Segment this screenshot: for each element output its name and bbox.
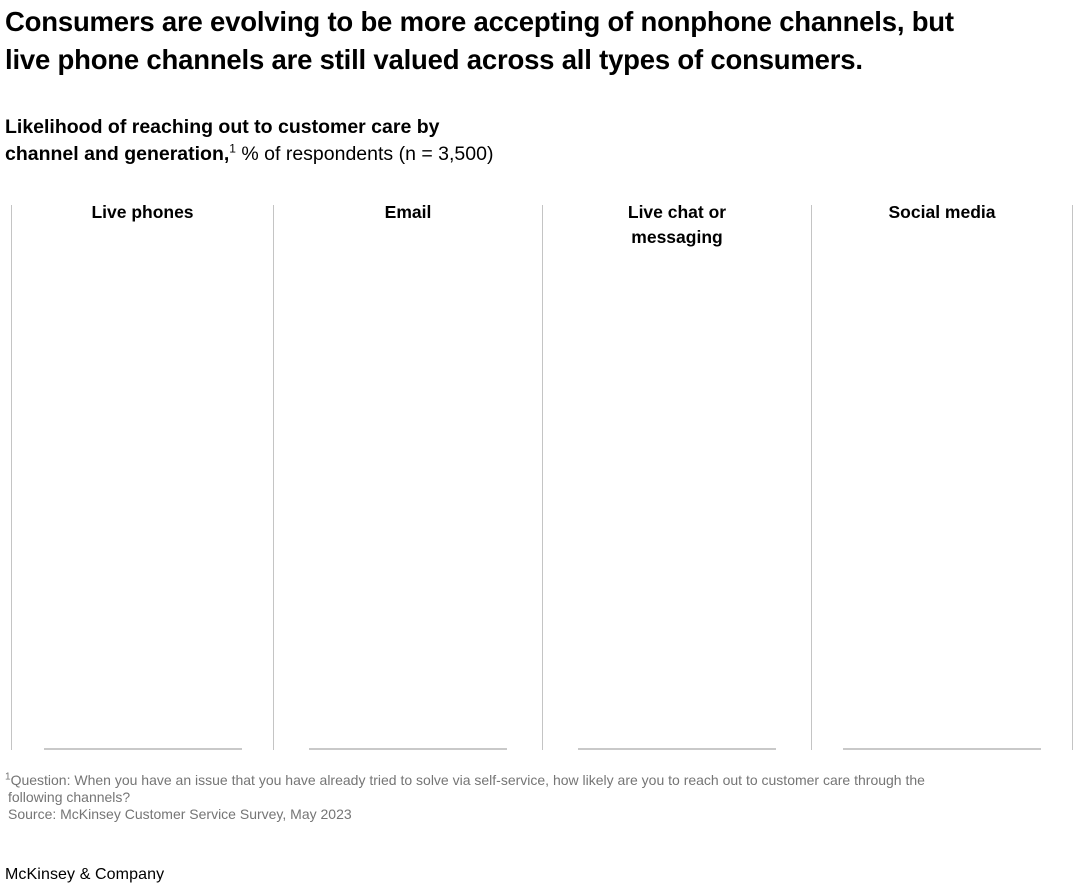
chart-subtitle: Likelihood of reaching out to customer c… (5, 114, 493, 168)
page-title-line1: Consumers are evolving to be more accept… (5, 6, 954, 37)
mckinsey-logo: McKinsey & Company (5, 866, 165, 883)
footnote: 1Question: When you have an issue that y… (5, 772, 925, 823)
footnote-marker: 1 (5, 771, 11, 783)
panel-label: Live chat or messaging (627, 202, 727, 247)
chart-subtitle-bold: channel and generation, (5, 143, 230, 165)
chart-panel-live-phones: Live phones (11, 202, 273, 750)
chart-subtitle-line2: channel and generation,1 % of respondent… (5, 141, 493, 168)
footnote-line2: following channels? (8, 789, 131, 805)
footnote-line1: 1Question: When you have an issue that y… (5, 772, 925, 789)
x-axis-baseline (843, 748, 1041, 750)
footnote-source: Source: McKinsey Customer Service Survey… (8, 806, 352, 822)
panel-label: Social media (888, 202, 996, 222)
x-axis-baseline (309, 748, 507, 750)
chart-panel-email: Email (273, 202, 542, 750)
page-title: Consumers are evolving to be more accept… (5, 3, 954, 79)
subtitle-footnote-marker: 1 (229, 141, 236, 156)
chart-subtitle-line1: Likelihood of reaching out to customer c… (5, 116, 440, 138)
chart-area: Live phones Email Live chat or messaging… (11, 202, 1073, 750)
chart-panel-social-media: Social media (811, 202, 1073, 750)
footnote-question: Question: When you have an issue that yo… (10, 772, 925, 788)
chart-subtitle-units: % of respondents (n = 3,500) (235, 143, 494, 165)
panel-label: Email (384, 202, 432, 222)
page-title-line2: live phone channels are still valued acr… (5, 44, 863, 75)
x-axis-baseline (43, 748, 242, 750)
chart-panel-live-chat: Live chat or messaging (542, 202, 811, 750)
panel-label: Live phones (91, 202, 194, 222)
x-axis-baseline (578, 748, 776, 750)
